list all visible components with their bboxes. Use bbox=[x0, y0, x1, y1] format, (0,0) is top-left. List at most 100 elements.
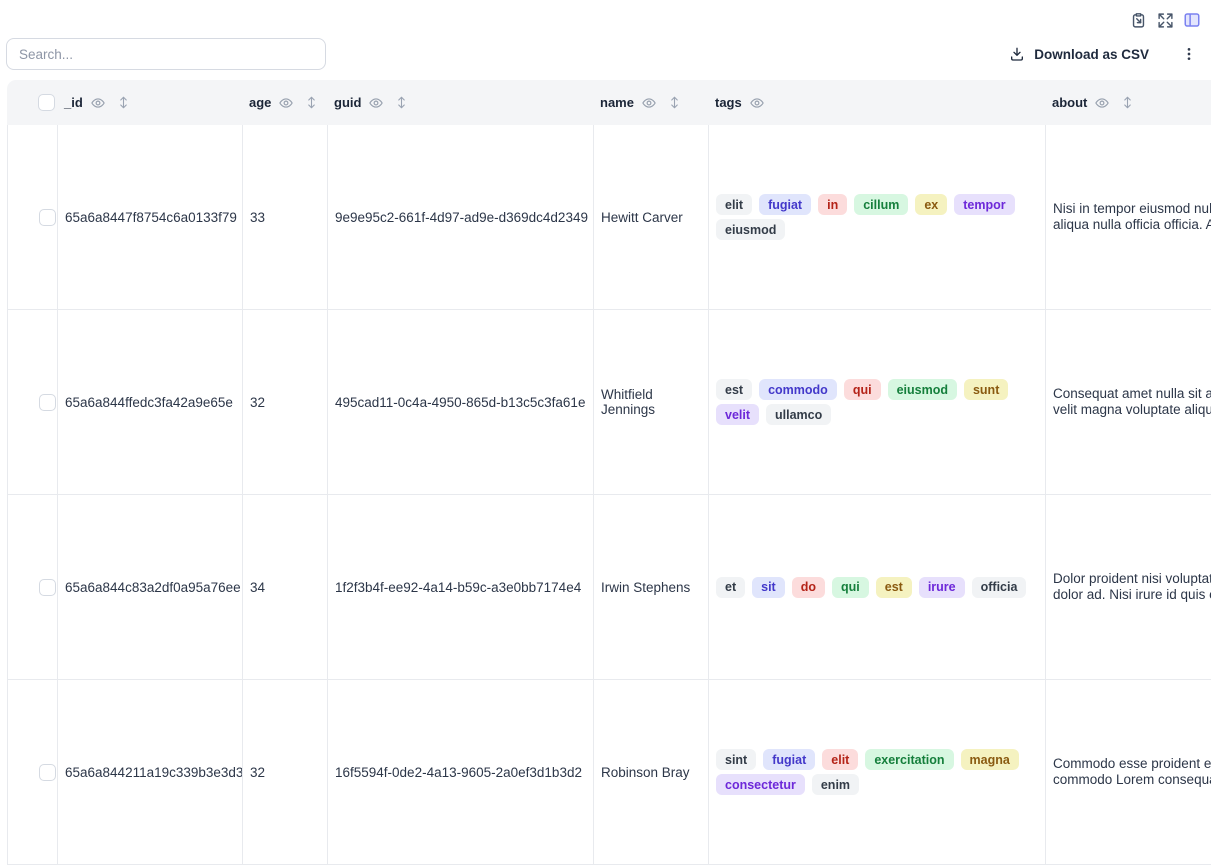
cell-id: 65a6a844ffedc3fa42a9e65e bbox=[57, 310, 242, 494]
cell-select bbox=[7, 495, 57, 679]
tag: fugiat bbox=[763, 749, 816, 770]
column-label-guid: guid bbox=[334, 95, 362, 110]
tag: tempor bbox=[954, 194, 1015, 215]
visibility-icon[interactable] bbox=[279, 96, 294, 110]
tag: ex bbox=[915, 194, 948, 215]
tag: eiusmod bbox=[716, 219, 786, 240]
table-row: 65a6a8447f8754c6a0133f79 33 9e9e95c2-661f-… bbox=[7, 125, 1211, 310]
header-cell-name: name bbox=[593, 95, 708, 110]
tag: do bbox=[791, 576, 825, 598]
download-csv-button[interactable]: Download as CSV bbox=[1003, 45, 1155, 63]
table-row: 65a6a844211a19c339b3e3d3 32 16f5594f-0de2-… bbox=[7, 680, 1211, 865]
cell-about: Nisi in tempor eiusmod nulla aliqua nulla… bbox=[1045, 125, 1211, 309]
cell-age: 32 bbox=[242, 310, 327, 494]
tag: commodo bbox=[759, 379, 837, 400]
tag: officia bbox=[971, 576, 1027, 598]
tag: exercitation bbox=[865, 749, 954, 770]
cell-age: 33 bbox=[242, 125, 327, 309]
about-text-line: Nisi in tempor eiusmod nulla bbox=[1053, 201, 1211, 216]
tag: sunt bbox=[963, 379, 1009, 400]
sort-icon[interactable] bbox=[118, 95, 129, 110]
about-text-line: aliqua nulla officia officia. Ad bbox=[1053, 217, 1211, 232]
visibility-icon[interactable] bbox=[369, 96, 384, 110]
cell-guid: 9e9e95c2-661f-4d97-ad9e-d369dc4d2349 bbox=[327, 125, 593, 309]
tag: est bbox=[716, 379, 753, 400]
header-cell-about: about bbox=[1045, 95, 1211, 110]
cell-select bbox=[7, 680, 57, 864]
tag: qui bbox=[843, 379, 881, 400]
data-table: _id age guid name tags about 65a6 bbox=[7, 80, 1211, 865]
kebab-menu-button[interactable] bbox=[1181, 45, 1197, 63]
cell-select bbox=[7, 125, 57, 309]
toolbar: Download as CSV bbox=[0, 34, 1211, 80]
table-header: _id age guid name tags about bbox=[7, 80, 1211, 125]
top-icon-bar bbox=[0, 0, 1211, 34]
cell-about: Dolor proident nisi voluptate dolor ad. N… bbox=[1045, 495, 1211, 679]
visibility-icon[interactable] bbox=[750, 96, 764, 110]
header-cell-id: _id bbox=[57, 95, 242, 110]
column-label-tags: tags bbox=[715, 95, 742, 110]
tag: magna bbox=[960, 749, 1019, 770]
tag: ullamco bbox=[766, 404, 832, 425]
tag: consectetur bbox=[716, 774, 805, 795]
download-icon bbox=[1009, 46, 1025, 62]
sort-icon[interactable] bbox=[669, 95, 680, 110]
tag: est bbox=[875, 576, 912, 598]
table-layout-icon[interactable] bbox=[1183, 11, 1201, 29]
about-text-line: dolor ad. Nisi irure id quis ex bbox=[1053, 587, 1211, 602]
about-text-line: Consequat amet nulla sit au bbox=[1053, 386, 1211, 401]
about-text-line: Dolor proident nisi voluptate bbox=[1053, 571, 1211, 586]
sort-icon[interactable] bbox=[306, 95, 317, 110]
column-label-name: name bbox=[600, 95, 634, 110]
cell-select bbox=[7, 310, 57, 494]
cell-about: Commodo esse proident ex commodo Lorem co… bbox=[1045, 680, 1211, 864]
select-all-checkbox[interactable] bbox=[38, 94, 55, 111]
about-text-line: Commodo esse proident ex bbox=[1053, 756, 1211, 771]
sort-icon[interactable] bbox=[1122, 95, 1133, 110]
tag: elit bbox=[716, 194, 753, 215]
cell-about: Consequat amet nulla sit au velit magna v… bbox=[1045, 310, 1211, 494]
fullscreen-icon[interactable] bbox=[1156, 11, 1174, 29]
cell-id: 65a6a8447f8754c6a0133f79 bbox=[57, 125, 242, 309]
cell-tags: elit fugiat in cillum ex tempor eiusmod bbox=[708, 125, 1045, 309]
cell-name: Hewitt Carver bbox=[593, 125, 708, 309]
cell-guid: 1f2f3b4f-ee92-4a14-b59c-a3e0bb7174e4 bbox=[327, 495, 593, 679]
row-checkbox[interactable] bbox=[39, 763, 56, 781]
row-checkbox[interactable] bbox=[39, 393, 56, 411]
search-input[interactable] bbox=[6, 38, 326, 70]
tag: eiusmod bbox=[887, 379, 957, 400]
row-checkbox[interactable] bbox=[39, 208, 56, 226]
tag: cillum bbox=[854, 194, 909, 215]
table-row: 65a6a844ffedc3fa42a9e65e 32 495cad11-0c4a-… bbox=[7, 310, 1211, 495]
tag: sit bbox=[752, 576, 785, 598]
cell-id: 65a6a844c83a2df0a95a76ee bbox=[57, 495, 242, 679]
tag: enim bbox=[811, 774, 860, 795]
visibility-icon[interactable] bbox=[91, 96, 105, 110]
tag: et bbox=[716, 576, 746, 598]
column-label-id: _id bbox=[64, 95, 83, 110]
cell-name: Irwin Stephens bbox=[593, 495, 708, 679]
header-cell-tags: tags bbox=[708, 95, 1045, 110]
column-label-age: age bbox=[249, 95, 272, 110]
tag: qui bbox=[832, 576, 869, 598]
cell-name: Robinson Bray bbox=[593, 680, 708, 864]
tag: sint bbox=[716, 749, 757, 770]
sort-icon[interactable] bbox=[396, 95, 407, 110]
cell-age: 34 bbox=[242, 495, 327, 679]
about-text-line: velit magna voluptate aliqua bbox=[1053, 402, 1211, 417]
cell-age: 32 bbox=[242, 680, 327, 864]
visibility-icon[interactable] bbox=[642, 96, 656, 110]
cell-id: 65a6a844211a19c339b3e3d3 bbox=[57, 680, 243, 864]
tag: fugiat bbox=[759, 194, 812, 215]
table-row: 65a6a844c83a2df0a95a76ee 34 1f2f3b4f-ee92-… bbox=[7, 495, 1211, 680]
tag: elit bbox=[822, 749, 859, 770]
table-body: 65a6a8447f8754c6a0133f79 33 9e9e95c2-661f-… bbox=[7, 125, 1211, 865]
cell-tags: et sit do qui est irure officia bbox=[708, 495, 1045, 679]
cell-tags: est commodo qui eiusmod sunt velit ullamco bbox=[708, 310, 1045, 494]
row-checkbox[interactable] bbox=[39, 578, 56, 596]
cell-guid: 495cad11-0c4a-4950-865d-b13c5c3fa61e bbox=[327, 310, 593, 494]
download-csv-label: Download as CSV bbox=[1034, 46, 1149, 62]
tag: in bbox=[818, 194, 848, 215]
visibility-icon[interactable] bbox=[1095, 96, 1110, 110]
clipboard-export-icon[interactable] bbox=[1129, 11, 1147, 29]
